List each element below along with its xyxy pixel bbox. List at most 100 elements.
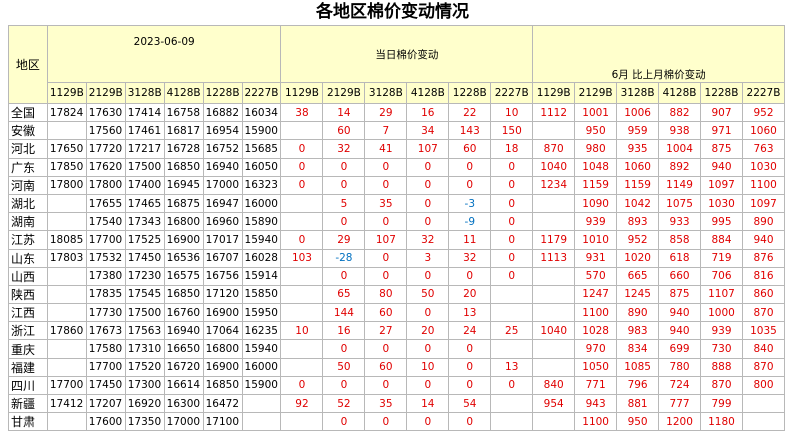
- value-cell: 0: [322, 157, 366, 177]
- value-cell: 618: [658, 248, 702, 268]
- value-cell: 16850: [163, 157, 204, 177]
- value-cell: 796: [616, 375, 660, 396]
- value-cell: 660: [658, 266, 702, 286]
- value-cell: 1247: [574, 284, 618, 305]
- value-cell: 0: [406, 266, 450, 286]
- value-cell: 17461: [124, 121, 165, 141]
- data-row: 江苏 18085 17700 17525 16900 17017 15940 0 29 107 32…: [8, 230, 785, 250]
- value-cell: 17017: [202, 230, 243, 250]
- value-cell: 22: [448, 102, 492, 123]
- value-cell: 893: [616, 212, 660, 232]
- region: 湖南: [8, 212, 48, 232]
- empty-cell: [532, 303, 576, 323]
- value-cell: 16575: [163, 266, 204, 286]
- value-cell: 60: [364, 357, 408, 377]
- value-cell: 15914: [241, 266, 282, 286]
- value-cell: 884: [700, 230, 743, 250]
- value-cell: 16875: [163, 193, 204, 214]
- region: 全国: [8, 102, 48, 123]
- value-cell: 882: [658, 102, 702, 123]
- value-cell: 0: [364, 212, 408, 232]
- value-cell: 892: [658, 157, 702, 177]
- value-cell: 16728: [163, 139, 204, 159]
- empty-cell: [241, 393, 282, 414]
- value-cell: 0: [406, 193, 450, 214]
- value-cell: 876: [741, 248, 785, 268]
- value-cell: 0: [364, 339, 408, 359]
- value-cell: 1050: [574, 357, 618, 377]
- empty-cell: [490, 303, 534, 323]
- value-cell: 0: [364, 175, 408, 195]
- value-cell: 38: [280, 102, 324, 123]
- code-header: 1228B: [202, 82, 243, 104]
- value-cell: 780: [658, 357, 702, 377]
- value-cell: 16960: [202, 212, 243, 232]
- value-cell: -9: [448, 212, 492, 232]
- value-cell: 10: [406, 357, 450, 377]
- value-cell: 931: [574, 248, 618, 268]
- value-cell: 858: [658, 230, 702, 250]
- region: 江西: [8, 303, 48, 323]
- code-header: 3128B: [616, 82, 660, 104]
- value-cell: 0: [448, 339, 492, 359]
- value-cell: 0: [364, 266, 408, 286]
- value-cell: 870: [741, 357, 785, 377]
- value-cell: 3: [406, 248, 450, 268]
- empty-cell: [490, 412, 534, 431]
- code-header: 1228B: [700, 82, 743, 104]
- value-cell: 0: [364, 412, 408, 431]
- value-cell: 10: [490, 102, 534, 123]
- value-cell: 29: [364, 102, 408, 123]
- value-cell: 935: [616, 139, 660, 159]
- value-cell: 17120: [202, 284, 243, 305]
- code-header: 2129B: [574, 82, 618, 104]
- code-header: 2129B: [322, 82, 366, 104]
- empty-cell: [532, 357, 576, 377]
- region: 陕西: [8, 284, 48, 305]
- code-header: 1129B: [532, 82, 576, 104]
- value-cell: 0: [448, 412, 492, 431]
- empty-cell: [46, 193, 87, 214]
- empty-cell: [490, 339, 534, 359]
- code-header: 2227B: [741, 82, 785, 104]
- value-cell: 719: [700, 248, 743, 268]
- value-cell: 16472: [202, 393, 243, 414]
- value-cell: 13: [490, 357, 534, 377]
- value-cell: 0: [490, 157, 534, 177]
- value-cell: 17100: [202, 412, 243, 431]
- value-cell: 16850: [163, 284, 204, 305]
- value-cell: 1060: [741, 121, 785, 141]
- value-cell: 1097: [741, 193, 785, 214]
- value-cell: 16536: [163, 248, 204, 268]
- value-cell: 950: [616, 412, 660, 431]
- region-header: 地区: [8, 25, 48, 104]
- empty-cell: [490, 284, 534, 305]
- value-cell: 17520: [124, 357, 165, 377]
- value-cell: 870: [700, 375, 743, 396]
- value-cell: 17700: [46, 375, 87, 396]
- value-cell: 10: [280, 321, 324, 341]
- value-cell: 20: [448, 284, 492, 305]
- value-cell: 29: [322, 230, 366, 250]
- value-cell: 20: [406, 321, 450, 341]
- value-cell: 107: [406, 139, 450, 159]
- value-cell: 890: [741, 212, 785, 232]
- code-header: 2227B: [490, 82, 534, 104]
- value-cell: 17580: [85, 339, 126, 359]
- region: 安徽: [8, 121, 48, 141]
- value-cell: 27: [364, 321, 408, 341]
- value-cell: 15950: [241, 303, 282, 323]
- value-cell: 32: [448, 248, 492, 268]
- empty-cell: [280, 284, 324, 305]
- value-cell: 16900: [202, 303, 243, 323]
- empty-cell: [280, 339, 324, 359]
- value-cell: 17064: [202, 321, 243, 341]
- value-cell: 50: [322, 357, 366, 377]
- value-cell: 17350: [124, 412, 165, 431]
- value-cell: 16720: [163, 357, 204, 377]
- region: 四川: [8, 375, 48, 396]
- value-cell: 16900: [202, 357, 243, 377]
- value-cell: 17217: [124, 139, 165, 159]
- value-cell: 24: [448, 321, 492, 341]
- value-cell: 0: [490, 248, 534, 268]
